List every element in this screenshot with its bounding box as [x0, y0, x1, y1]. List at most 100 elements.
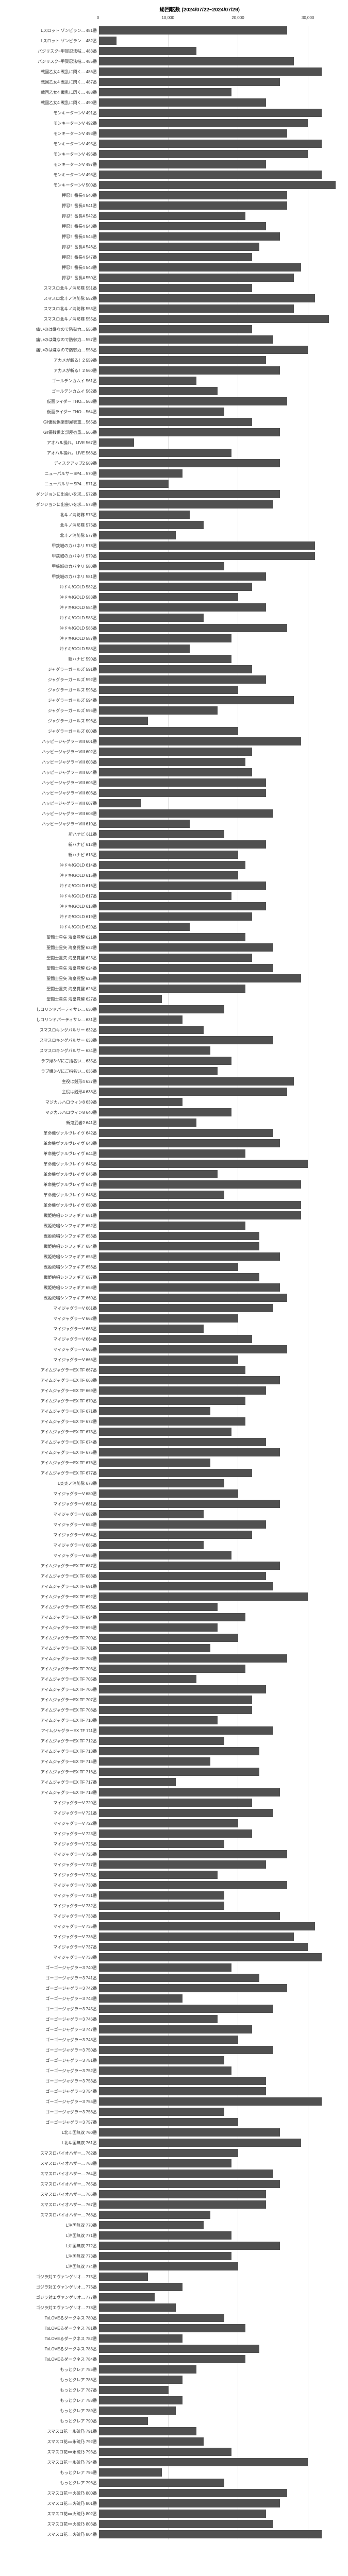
bar [99, 2025, 252, 2033]
row-label: ゴーゴージャグラー3 742番 [5, 1986, 99, 1991]
bar [99, 1696, 252, 1704]
chart-row: 新ハナビ 590番 [5, 654, 343, 664]
row-label: 新ハナビ 611番 [5, 832, 99, 837]
bar-track [99, 1643, 343, 1653]
bar-track [99, 1932, 343, 1942]
bar [99, 1953, 322, 1961]
chart-row: ゴジラ対エヴァンゲリオ... 775番 [5, 2272, 343, 2282]
row-label: 戦国乙女4 戦乱に閃く... 486番 [5, 69, 99, 75]
bar [99, 1829, 252, 1838]
bar-track [99, 1911, 343, 1921]
chart-row: ToLOVEるダークネス 783番 [5, 2344, 343, 2354]
chart-row: 北斗ノ消防隊 575番 [5, 510, 343, 520]
bar-track [99, 2344, 343, 2354]
chart-row: ゴーゴージャグラー3 740番 [5, 1963, 343, 1973]
bar-track [99, 1015, 343, 1025]
row-label: 沖ドキ!GOLD 583番 [5, 595, 99, 600]
chart-row: スマスロキングパルサー 634番 [5, 1046, 343, 1056]
bar [99, 1685, 266, 1693]
bar [99, 243, 259, 251]
chart-row: 主役は銭形4 638番 [5, 1087, 343, 1097]
bar-track [99, 26, 343, 36]
bar [99, 490, 280, 498]
chart-row: ToLOVEるダークネス 784番 [5, 2354, 343, 2364]
chart-row: 押忍！番長4 548番 [5, 263, 343, 273]
row-label: スマスロバイオハザー... 764番 [5, 2171, 99, 2177]
row-label: ゴーゴージャグラー3 743番 [5, 1996, 99, 2002]
bar-track [99, 768, 343, 777]
bar-track [99, 1386, 343, 1396]
bar-track [99, 2117, 343, 2127]
bar-track [99, 283, 343, 293]
bar [99, 459, 280, 467]
bar-track [99, 1880, 343, 1890]
row-label: 痛いのは嫌なので防御力... 557番 [5, 337, 99, 343]
bar-track [99, 829, 343, 839]
bar-track [99, 953, 343, 963]
row-label: スマスロ花==火硫乃 802番 [5, 2511, 99, 2517]
bar [99, 1263, 238, 1271]
bar [99, 397, 287, 405]
bar-track [99, 407, 343, 417]
chart-row: スマスロ花==火硫乃 800番 [5, 2488, 343, 2498]
row-label: Gll優駿倶楽部屋壱重... 566番 [5, 430, 99, 435]
chart-row: スマスロ北斗ノ消防隊 552番 [5, 294, 343, 303]
chart-row: 戦姫絶唱シンフォギア 656番 [5, 1262, 343, 1272]
chart-row: マイジャグラーV 736番 [5, 1932, 343, 1942]
bar [99, 1737, 224, 1745]
chart-row: アイムジャグラーEX TF 671番 [5, 1406, 343, 1416]
bar-track [99, 2128, 343, 2138]
bar [99, 1438, 266, 1446]
bar-track [99, 757, 343, 767]
row-label: ダンジョンに出会いを求... 573番 [5, 502, 99, 507]
bar [99, 1139, 280, 1147]
bar [99, 2324, 245, 2332]
bar-track [99, 891, 343, 901]
bars-area: Lスロット ゾンビラン... 481番Lスロット ゾンビラン... 482番バジ… [5, 26, 343, 2539]
bar [99, 2448, 231, 2456]
row-label: もっとクレア 785番 [5, 2367, 99, 2372]
chart-row: 聖闘士星矢 海皇覚醒 626番 [5, 984, 343, 994]
bar [99, 500, 273, 509]
chart-row: マイジャグラーV 725番 [5, 1839, 343, 1849]
bar [99, 1294, 287, 1302]
bar-track [99, 2138, 343, 2148]
row-label: ゴジラ対エヴァンゲリオ... 777番 [5, 2295, 99, 2300]
row-label: 沖ドキ!GOLD 617番 [5, 893, 99, 899]
bar [99, 1046, 210, 1055]
chart-row: マイジャグラーV 722番 [5, 1819, 343, 1828]
chart-row: スマスロバイオハザー... 766番 [5, 2190, 343, 2199]
chart-row: もっとクレア 788番 [5, 2396, 343, 2405]
row-label: 戦姫絶唱シンフォギア 660番 [5, 1295, 99, 1301]
row-label: 沖ドキ!GOLD 584番 [5, 605, 99, 611]
chart-row: スマスロバイオハザー... 768番 [5, 2210, 343, 2220]
chart-row: 沖ドキ!GOLD 614番 [5, 860, 343, 870]
chart-row: アイムジャグラーEX TF 700番 [5, 1633, 343, 1643]
chart-row: 甲鉄城のカバネリ 579番 [5, 551, 343, 561]
chart-row: アイムジャグラーEX TF 705番 [5, 1674, 343, 1684]
bar-track [99, 984, 343, 994]
bar-track [99, 1963, 343, 1973]
bar [99, 614, 204, 622]
chart-row: Gll優駿倶楽部屋壱重... 565番 [5, 417, 343, 427]
chart-row: ハッピージャグラーVIII 605番 [5, 778, 343, 788]
bar [99, 2376, 183, 2384]
bar [99, 1706, 252, 1714]
chart-row: ディスクアップ2 569番 [5, 459, 343, 468]
bar [99, 1335, 252, 1343]
bar [99, 1448, 280, 1456]
bar-track [99, 1736, 343, 1746]
bar-track [99, 860, 343, 870]
chart-row: スマスロバイオハザー... 763番 [5, 2159, 343, 2168]
bar [99, 2510, 266, 2518]
chart-row: アイムジャグラーEX TF 717番 [5, 1777, 343, 1787]
chart-row: アイムジャグラーEX TF 710番 [5, 1716, 343, 1725]
bar [99, 892, 231, 900]
row-label: マイジャグラーV 685番 [5, 1543, 99, 1548]
bar-track [99, 1355, 343, 1365]
bar [99, 480, 169, 488]
bar [99, 1860, 266, 1869]
bar-track [99, 1056, 343, 1066]
row-label: 主役は銭形4 638番 [5, 1089, 99, 1095]
bar-track [99, 1417, 343, 1427]
